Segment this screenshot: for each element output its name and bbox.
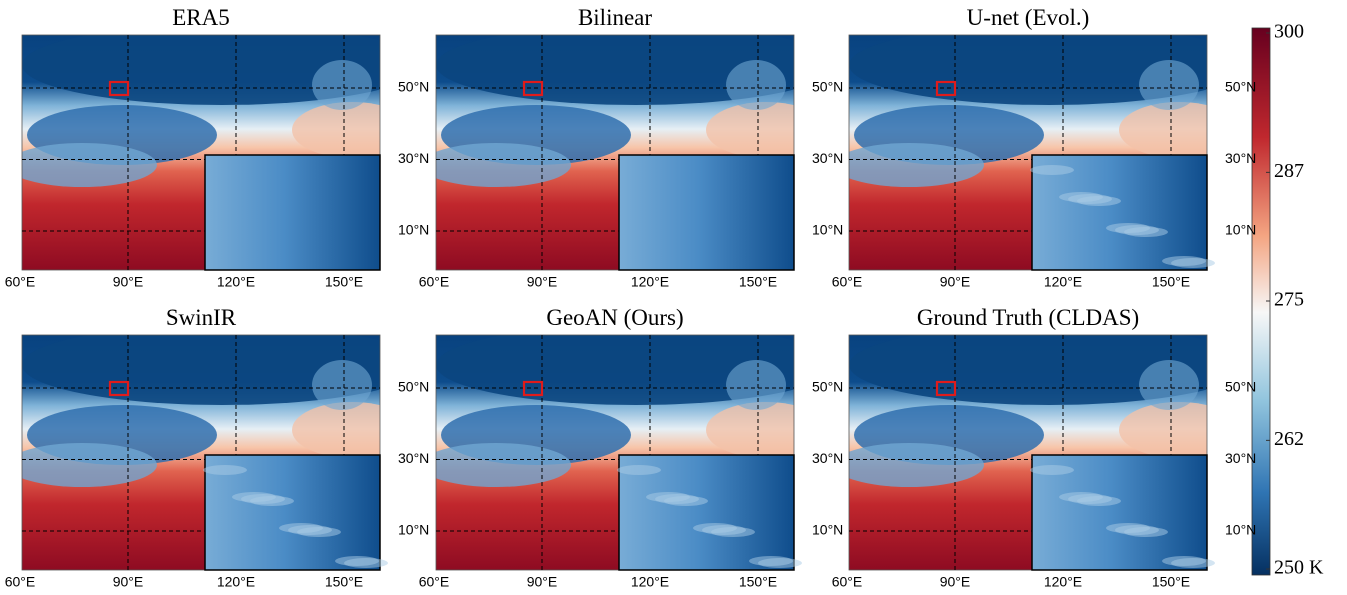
coast bbox=[1139, 360, 1199, 410]
y-tick-label: 50°N bbox=[398, 79, 429, 95]
x-tick-label: 120°E bbox=[1044, 274, 1082, 290]
coast bbox=[1139, 60, 1199, 110]
inset-texture bbox=[749, 556, 793, 566]
y-tick-label: 10°N bbox=[398, 222, 429, 238]
colorbar-label: 287 bbox=[1274, 160, 1304, 182]
plateau bbox=[421, 143, 571, 187]
x-tick-label: 60°E bbox=[832, 274, 863, 290]
figure: 60°E 90°E 120°E 150°E 50°N 30°N 10°N ERA5 60°E 90… bbox=[0, 0, 1347, 595]
x-tick-label: 150°E bbox=[739, 274, 777, 290]
inset-texture bbox=[1162, 256, 1206, 266]
inset-texture bbox=[617, 465, 661, 475]
panel-title: Bilinear bbox=[578, 5, 652, 30]
inset-texture bbox=[335, 556, 379, 566]
y-tick-label: 50°N bbox=[398, 379, 429, 395]
coast bbox=[312, 60, 372, 110]
coast bbox=[312, 360, 372, 410]
x-tick-label: 90°E bbox=[113, 574, 144, 590]
x-tick-label: 120°E bbox=[217, 574, 255, 590]
x-tick-label: 60°E bbox=[832, 574, 863, 590]
x-tick-label: 60°E bbox=[5, 574, 36, 590]
inset-texture bbox=[279, 523, 323, 533]
east bbox=[1119, 402, 1239, 458]
panel-title: Ground Truth (CLDAS) bbox=[917, 305, 1139, 330]
colorbar-label: 262 bbox=[1274, 428, 1304, 450]
y-tick-label: 10°N bbox=[812, 222, 843, 238]
x-tick-label: 150°E bbox=[325, 274, 363, 290]
plateau bbox=[421, 443, 571, 487]
x-tick-label: 60°E bbox=[5, 274, 36, 290]
plateau bbox=[7, 443, 157, 487]
x-tick-label: 150°E bbox=[325, 574, 363, 590]
y-tick-label: 30°N bbox=[1225, 150, 1256, 166]
plateau bbox=[834, 143, 984, 187]
coast bbox=[726, 60, 786, 110]
inset-texture bbox=[1059, 492, 1103, 502]
panel-title: U-net (Evol.) bbox=[967, 5, 1090, 30]
inset-texture bbox=[1030, 465, 1074, 475]
y-tick-label: 30°N bbox=[812, 150, 843, 166]
y-tick-label: 50°N bbox=[1225, 79, 1256, 95]
inset-texture bbox=[1106, 223, 1150, 233]
inset-texture bbox=[1030, 165, 1074, 175]
y-tick-label: 30°N bbox=[1225, 450, 1256, 466]
inset-texture bbox=[1106, 523, 1150, 533]
x-tick-label: 150°E bbox=[739, 574, 777, 590]
east bbox=[292, 102, 412, 158]
y-tick-label: 50°N bbox=[812, 379, 843, 395]
inset-texture bbox=[1059, 192, 1103, 202]
inset-texture bbox=[646, 492, 690, 502]
inset bbox=[205, 155, 380, 270]
colorbar-label: 300 bbox=[1274, 21, 1304, 43]
x-tick-label: 120°E bbox=[217, 274, 255, 290]
x-tick-label: 150°E bbox=[1152, 574, 1190, 590]
panel-title: GeoAN (Ours) bbox=[546, 305, 683, 330]
colorbar-label: 250 K bbox=[1274, 557, 1324, 579]
inset-texture bbox=[693, 523, 737, 533]
y-tick-label: 50°N bbox=[1225, 379, 1256, 395]
x-tick-label: 120°E bbox=[631, 574, 669, 590]
inset bbox=[619, 155, 794, 270]
x-tick-label: 120°E bbox=[1044, 574, 1082, 590]
inset-texture bbox=[1162, 556, 1206, 566]
y-tick-label: 10°N bbox=[398, 522, 429, 538]
panel-title: SwinIR bbox=[166, 305, 237, 330]
inset-texture bbox=[232, 492, 276, 502]
x-tick-label: 90°E bbox=[527, 274, 558, 290]
y-tick-label: 30°N bbox=[398, 450, 429, 466]
x-tick-label: 60°E bbox=[419, 274, 450, 290]
y-tick-label: 30°N bbox=[812, 450, 843, 466]
x-tick-label: 90°E bbox=[940, 274, 971, 290]
plateau bbox=[7, 143, 157, 187]
x-tick-label: 90°E bbox=[527, 574, 558, 590]
y-tick-label: 50°N bbox=[812, 79, 843, 95]
plateau bbox=[834, 443, 984, 487]
y-tick-label: 10°N bbox=[1225, 222, 1256, 238]
colorbar-label: 275 bbox=[1274, 289, 1304, 311]
x-tick-label: 150°E bbox=[1152, 274, 1190, 290]
x-tick-label: 90°E bbox=[113, 274, 144, 290]
y-tick-label: 30°N bbox=[398, 150, 429, 166]
east bbox=[1119, 102, 1239, 158]
east bbox=[292, 402, 412, 458]
inset-texture bbox=[203, 465, 247, 475]
y-tick-label: 10°N bbox=[812, 522, 843, 538]
x-tick-label: 60°E bbox=[419, 574, 450, 590]
panel-title: ERA5 bbox=[172, 5, 230, 30]
y-tick-label: 10°N bbox=[1225, 522, 1256, 538]
coast bbox=[726, 360, 786, 410]
east bbox=[706, 102, 826, 158]
east bbox=[706, 402, 826, 458]
x-tick-label: 120°E bbox=[631, 274, 669, 290]
x-tick-label: 90°E bbox=[940, 574, 971, 590]
